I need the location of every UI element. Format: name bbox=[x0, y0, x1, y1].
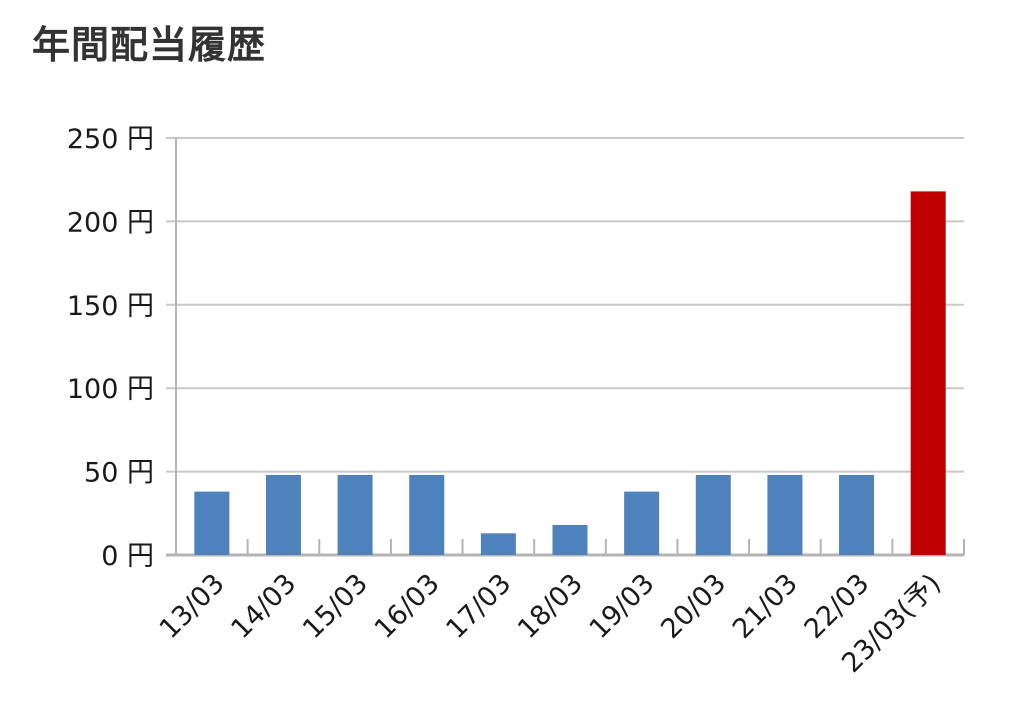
y-tick-label: 100 円 bbox=[67, 374, 154, 405]
chart-title: 年間配当履歴 bbox=[32, 23, 267, 67]
x-tick-label: 16/03 bbox=[369, 568, 446, 645]
x-tick-labels: 13/0314/0315/0316/0317/0318/0319/0320/03… bbox=[154, 568, 947, 679]
y-tick-labels: 0 円 50 円 100 円 150 円 200 円 250 円 bbox=[67, 124, 154, 572]
bar bbox=[839, 474, 875, 555]
bars bbox=[194, 191, 946, 555]
bar bbox=[552, 524, 588, 555]
bar bbox=[624, 491, 660, 555]
x-tick-label: 21/03 bbox=[727, 568, 804, 645]
bar bbox=[194, 491, 230, 555]
bar bbox=[337, 474, 373, 555]
x-tick-label: 13/03 bbox=[154, 568, 231, 645]
y-tick-label: 0 円 bbox=[101, 541, 154, 572]
y-tick-label: 250 円 bbox=[67, 124, 154, 155]
y-tick-label: 200 円 bbox=[67, 207, 154, 238]
y-tick-label: 50 円 bbox=[84, 458, 154, 489]
x-tick-label: 14/03 bbox=[225, 568, 302, 645]
x-tick-label: 19/03 bbox=[584, 568, 661, 645]
bar bbox=[265, 474, 301, 555]
bar bbox=[695, 474, 731, 555]
x-tick-label: 17/03 bbox=[440, 568, 517, 645]
x-tick-label: 15/03 bbox=[297, 568, 374, 645]
y-tick-label: 150 円 bbox=[67, 291, 154, 322]
gridlines bbox=[166, 137, 964, 473]
bar-forecast bbox=[910, 191, 946, 555]
bar bbox=[409, 474, 445, 555]
x-tick-label: 18/03 bbox=[512, 568, 589, 645]
bar bbox=[480, 533, 516, 555]
x-tick-label: 20/03 bbox=[655, 568, 732, 645]
bar bbox=[767, 474, 803, 555]
